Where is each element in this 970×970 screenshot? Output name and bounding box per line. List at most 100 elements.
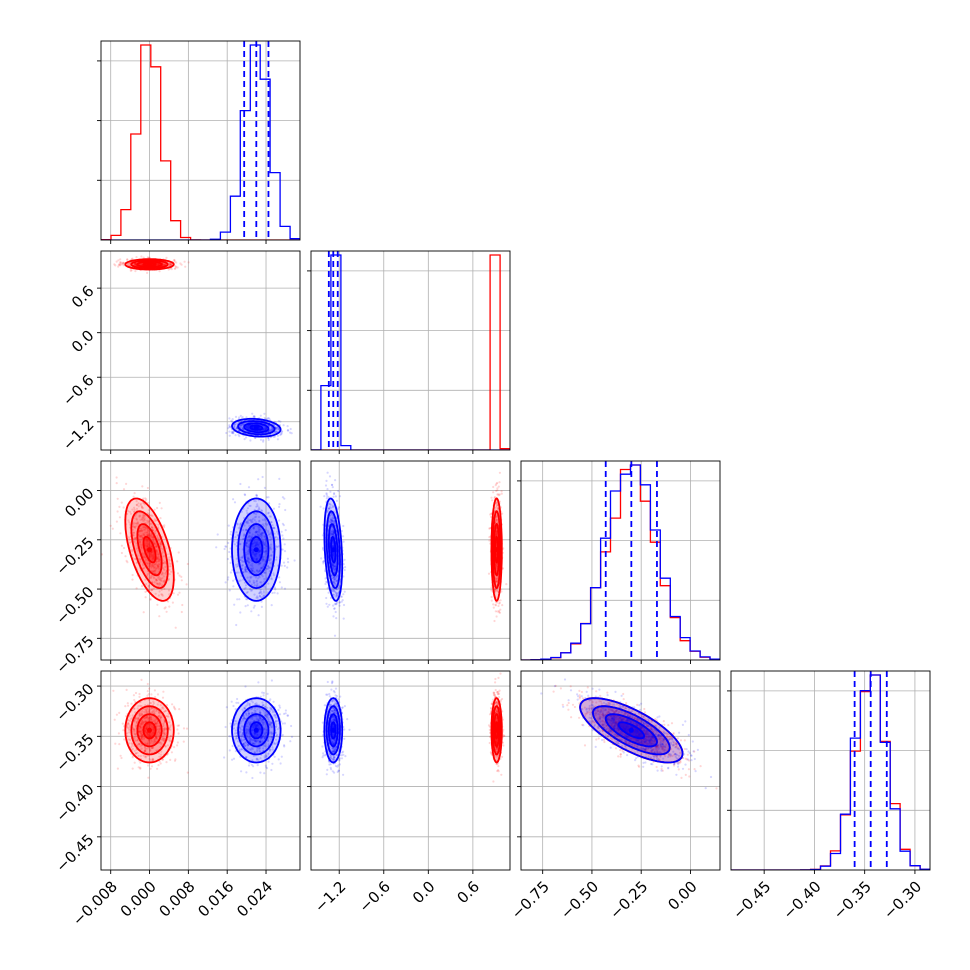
scatter-point [120,501,123,504]
scatter-point [282,561,286,564]
scatter-point [142,526,145,529]
scatter-point [260,581,263,584]
scatter-point [159,542,162,545]
scatter-point [270,553,273,557]
scatter-point [251,542,254,545]
scatter-point [258,520,261,523]
scatter-point [158,731,161,734]
scatter-point [276,537,279,540]
scatter-point [140,543,143,547]
scatter-point [149,749,152,752]
scatter-point [269,562,272,565]
scatter-point [114,742,117,745]
scatter-point [118,261,122,264]
scatter-point [332,516,335,519]
scatter-point [283,543,286,546]
scatter-point [143,736,146,740]
scatter-point [242,528,245,532]
scatter-point [130,717,133,721]
scatter-point [331,544,334,548]
scatter-point [138,730,141,733]
scatter-point [145,542,148,545]
scatter-point [245,425,248,428]
scatter-point [175,265,178,269]
scatter-point [241,560,244,563]
scatter-point [158,615,161,618]
scatter-point [258,554,261,557]
y-tick-label: 0.00 [61,484,97,520]
scatter-point [254,558,258,561]
scatter-point [158,760,161,763]
scatter-point [332,604,335,607]
scatter-point [256,532,259,535]
scatter-point [269,566,272,569]
scatter-point [267,417,270,420]
scatter-point [331,533,334,536]
scatter-point [141,585,144,588]
scatter-point [152,587,155,590]
scatter-point [164,745,167,748]
scatter-point [129,510,132,513]
scatter-point [128,541,131,544]
scatter-point [281,522,284,525]
scatter-point [154,545,158,549]
scatter-point [258,592,261,595]
scatter-point [245,542,248,545]
scatter-point [176,724,179,727]
scatter-point [330,518,333,521]
scatter-point [247,426,250,430]
scatter-point [244,570,247,573]
scatter-point [242,534,245,538]
scatter-point [141,733,144,736]
scatter-point [138,558,141,561]
scatter-point [158,578,161,581]
scatter-point [496,503,499,506]
scatter-point [331,519,334,523]
scatter-point [143,525,146,528]
scatter-point [149,733,152,736]
scatter-point [168,263,171,266]
scatter-point [138,540,141,543]
scatter-point [228,430,231,433]
scatter-point [167,712,170,715]
scatter-point [176,593,180,596]
scatter-point [165,256,168,259]
scatter-point [335,592,339,595]
scatter-point [276,427,279,430]
scatter-point [256,577,260,580]
scatter-point [144,720,147,723]
scatter-point [263,517,266,520]
scatter-point [138,539,141,542]
scatter-point [120,551,123,555]
scatter-point [332,562,335,566]
scatter-point [158,734,161,737]
scatter-point [283,497,286,500]
scatter-point [144,747,147,750]
scatter-point [121,261,125,264]
scatter-point [118,711,121,715]
scatter-point [335,577,338,580]
scatter-point [252,517,255,520]
scatter-point [226,578,229,581]
scatter-point [255,557,258,561]
scatter-point [255,515,258,518]
scatter-point [272,572,275,575]
scatter-point [248,580,251,583]
scatter-point [496,507,499,510]
scatter-point [240,424,243,427]
scatter-point [336,507,340,511]
scatter-point [267,436,270,440]
scatter-point [238,598,241,601]
scatter-point [326,471,329,474]
scatter-point [232,579,235,582]
scatter-point [142,528,145,531]
scatter-point [280,586,283,589]
scatter-point [147,733,150,737]
scatter-point [235,422,238,425]
scatter-point [154,569,157,572]
scatter-point [151,554,154,557]
scatter-point [145,537,148,540]
scatter-point [494,578,497,581]
scatter-point [150,563,153,567]
scatter-point [157,715,160,718]
